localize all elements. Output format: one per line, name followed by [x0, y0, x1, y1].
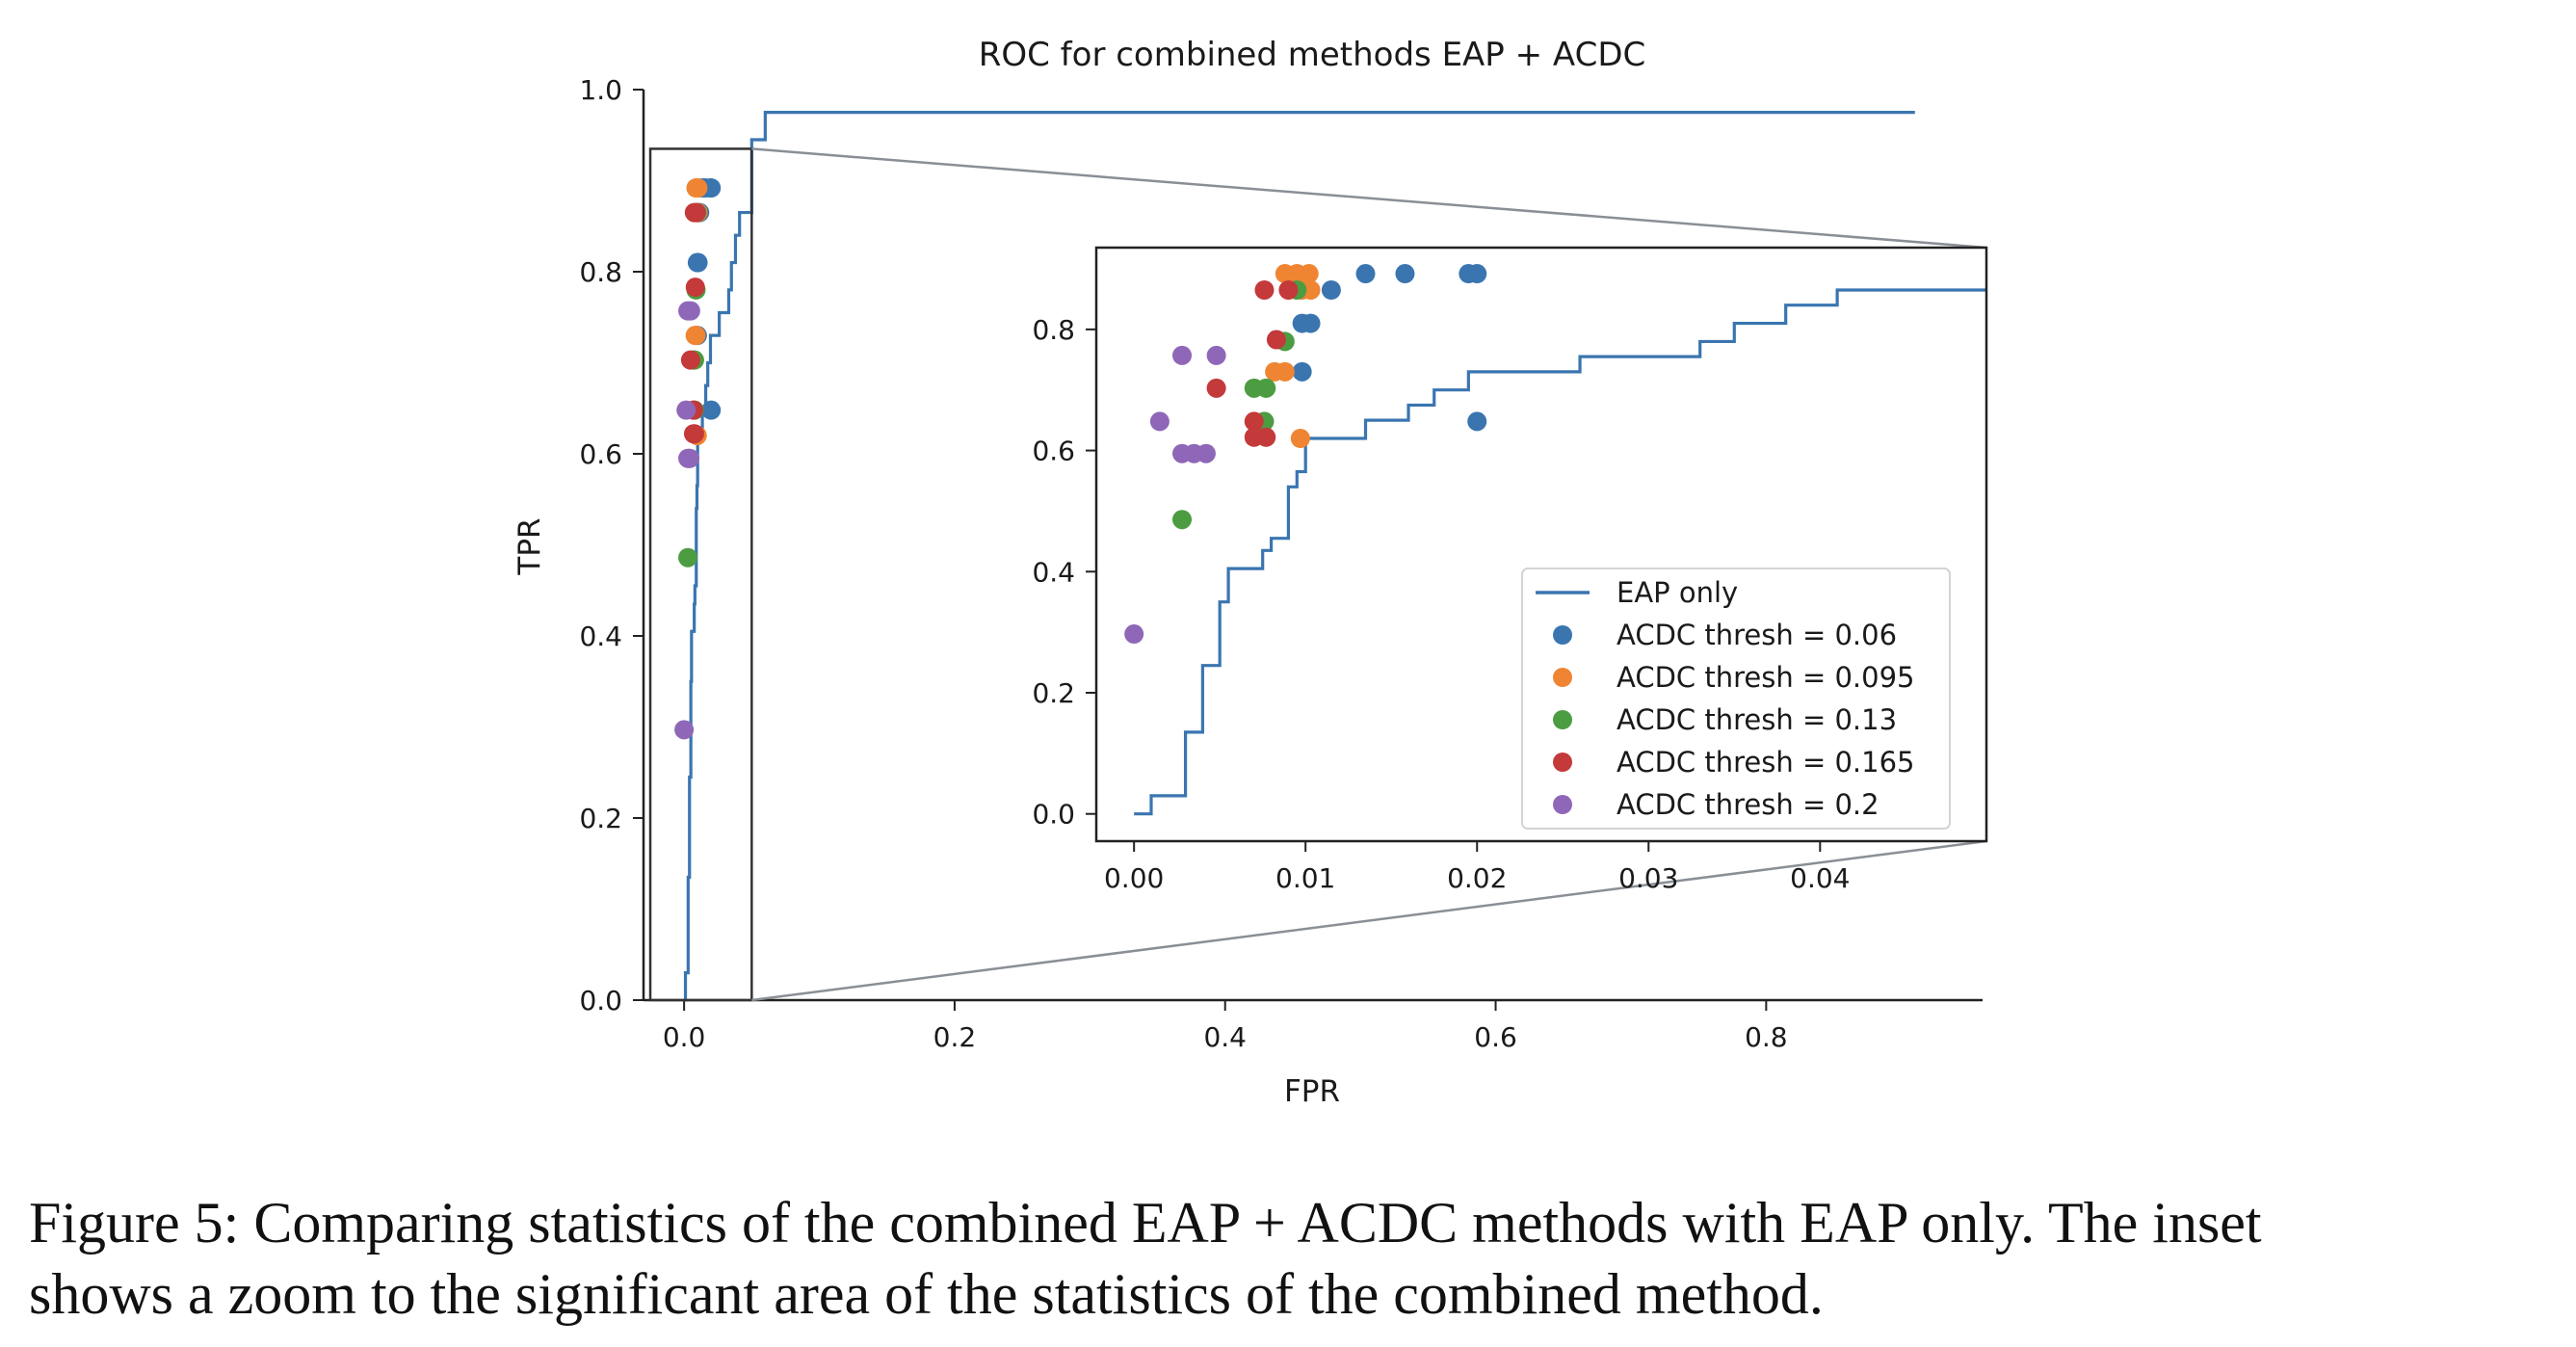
inset-point-acdc-thresh-0-095	[1299, 264, 1319, 284]
inset-point-acdc-thresh-0-165	[1256, 427, 1276, 447]
inset-point-acdc-thresh-0-165	[1244, 411, 1264, 432]
inset-y-tick-label: 0.0	[1032, 799, 1075, 831]
legend-frame	[1521, 568, 1951, 830]
inset-point-acdc-thresh-0-06	[1292, 361, 1312, 382]
legend-swatch-acdc-thresh-0-13	[1553, 710, 1572, 729]
main-point-acdc-thresh-0-165	[680, 350, 700, 370]
legend-label-acdc-thresh-0-06: ACDC thresh = 0.06	[1617, 619, 1897, 651]
main-x-tick-label: 0.2	[933, 1021, 977, 1053]
inset-point-acdc-thresh-0-13	[1256, 378, 1276, 398]
main-point-acdc-thresh-0-095	[686, 326, 706, 346]
main-point-acdc-thresh-0-165	[684, 424, 704, 444]
inset-point-acdc-thresh-0-06	[1355, 264, 1376, 284]
main-point-acdc-thresh-0-06	[701, 400, 722, 420]
main-point-acdc-thresh-0-06	[688, 252, 708, 273]
inset-axes: 0.0 0.2 0.4 0.6 0.8 0.00 0.01 0.02 0.03 0.04 EAP o…	[1032, 246, 1988, 894]
main-y-tick-label: 0.4	[579, 621, 622, 652]
inset-line-eap-only	[1134, 288, 1986, 816]
main-y-tick-label: 0.0	[579, 985, 622, 1017]
inset-point-acdc-thresh-0-2	[1196, 443, 1216, 463]
inset-frame	[1094, 246, 1988, 843]
zoom-connectors	[751, 147, 1987, 1002]
inset-y-tick-label: 0.8	[1032, 314, 1075, 346]
zoom-connector-bottom	[751, 839, 1987, 1002]
inset-point-acdc-thresh-0-095	[1301, 280, 1321, 300]
inset-point-acdc-thresh-0-06	[1301, 313, 1321, 333]
main-point-acdc-thresh-0-2	[680, 448, 700, 468]
inset-y-tick-label: 0.2	[1032, 677, 1075, 709]
main-y-tick-label: 1.0	[579, 74, 622, 106]
inset-point-acdc-thresh-0-2	[1206, 345, 1226, 365]
roc-figure: ROC for combined methods EAP + ACDC 0.00…	[513, 36, 1988, 1109]
legend-label-acdc-thresh-0-13: ACDC thresh = 0.13	[1617, 703, 1897, 736]
figure-caption: Figure 5: Comparing statistics of the co…	[29, 1187, 2553, 1330]
legend-swatch-acdc-thresh-0-2	[1553, 795, 1572, 814]
inset-x-tick-label: 0.01	[1275, 862, 1335, 894]
inset-point-acdc-thresh-0-095	[1290, 429, 1310, 448]
chart-title: ROC for combined methods EAP + ACDC	[979, 36, 1645, 74]
zoom-connector-top	[751, 147, 1987, 250]
main-point-acdc-thresh-0-06	[701, 178, 722, 198]
inset-x-tick-label: 0.02	[1447, 862, 1507, 894]
inset-point-acdc-thresh-0-165	[1266, 330, 1286, 350]
main-axes: 0.0 0.2 0.4 0.6 0.8 1.0 0.0 0.2 0.4 0.6 0.8	[579, 74, 1983, 1053]
main-x-tick-label: 0.8	[1745, 1021, 1788, 1053]
inset-point-acdc-thresh-0-165	[1254, 280, 1275, 300]
inset-x-tick-label: 0.04	[1790, 862, 1850, 894]
main-point-acdc-thresh-0-165	[686, 202, 706, 223]
legend-swatch-acdc-thresh-0-095	[1553, 668, 1572, 687]
zoom-region-box	[648, 147, 753, 1002]
main-y-tick-label: 0.8	[579, 256, 622, 288]
inset-point-acdc-thresh-0-095	[1275, 361, 1295, 382]
main-x-tick-label: 0.6	[1474, 1021, 1517, 1053]
inset-point-acdc-thresh-0-06	[1395, 264, 1415, 284]
inset-x-tick-label: 0.03	[1618, 862, 1678, 894]
inset-y-tick-label: 0.4	[1032, 556, 1075, 588]
legend-label-acdc-thresh-0-165: ACDC thresh = 0.165	[1617, 746, 1915, 779]
main-y-tick-label: 0.2	[579, 803, 622, 834]
inset-legend: EAP only ACDC thresh = 0.06 ACDC thresh = …	[1521, 568, 1951, 830]
main-point-acdc-thresh-0-2	[680, 301, 700, 321]
main-x-tick-label: 0.4	[1203, 1021, 1247, 1053]
inset-point-acdc-thresh-0-13	[1172, 510, 1193, 530]
main-point-acdc-thresh-0-2	[676, 400, 697, 420]
main-point-acdc-thresh-0-165	[685, 277, 705, 298]
main-x-tick-label: 0.0	[663, 1021, 706, 1053]
inset-point-acdc-thresh-0-06	[1467, 411, 1487, 432]
legend-label-eap-only: EAP only	[1617, 576, 1738, 609]
legend-label-acdc-thresh-0-095: ACDC thresh = 0.095	[1617, 661, 1915, 694]
legend-swatch-acdc-thresh-0-165	[1553, 753, 1572, 772]
main-point-acdc-thresh-0-2	[674, 720, 695, 740]
legend-swatch-acdc-thresh-0-06	[1553, 625, 1572, 645]
y-axis-label: TPR	[513, 517, 547, 575]
legend-label-acdc-thresh-0-2: ACDC thresh = 0.2	[1617, 788, 1879, 821]
inset-point-acdc-thresh-0-06	[1467, 264, 1487, 284]
inset-point-acdc-thresh-0-2	[1124, 624, 1144, 645]
x-axis-label: FPR	[1284, 1074, 1340, 1109]
main-point-acdc-thresh-0-13	[678, 547, 698, 568]
inset-x-tick-label: 0.00	[1104, 862, 1164, 894]
caption-line-1: Figure 5: Comparing statistics of the co…	[29, 1191, 2262, 1255]
inset-point-acdc-thresh-0-165	[1206, 378, 1226, 398]
inset-point-acdc-thresh-0-165	[1278, 280, 1299, 300]
inset-y-tick-label: 0.6	[1032, 436, 1075, 467]
inset-point-acdc-thresh-0-06	[1321, 280, 1341, 300]
inset-point-acdc-thresh-0-2	[1149, 411, 1170, 432]
inset-point-acdc-thresh-0-2	[1172, 345, 1193, 365]
main-y-tick-label: 0.6	[579, 438, 622, 470]
main-point-acdc-thresh-0-095	[688, 178, 708, 198]
caption-line-2: shows a zoom to the significant area of …	[29, 1262, 1824, 1326]
